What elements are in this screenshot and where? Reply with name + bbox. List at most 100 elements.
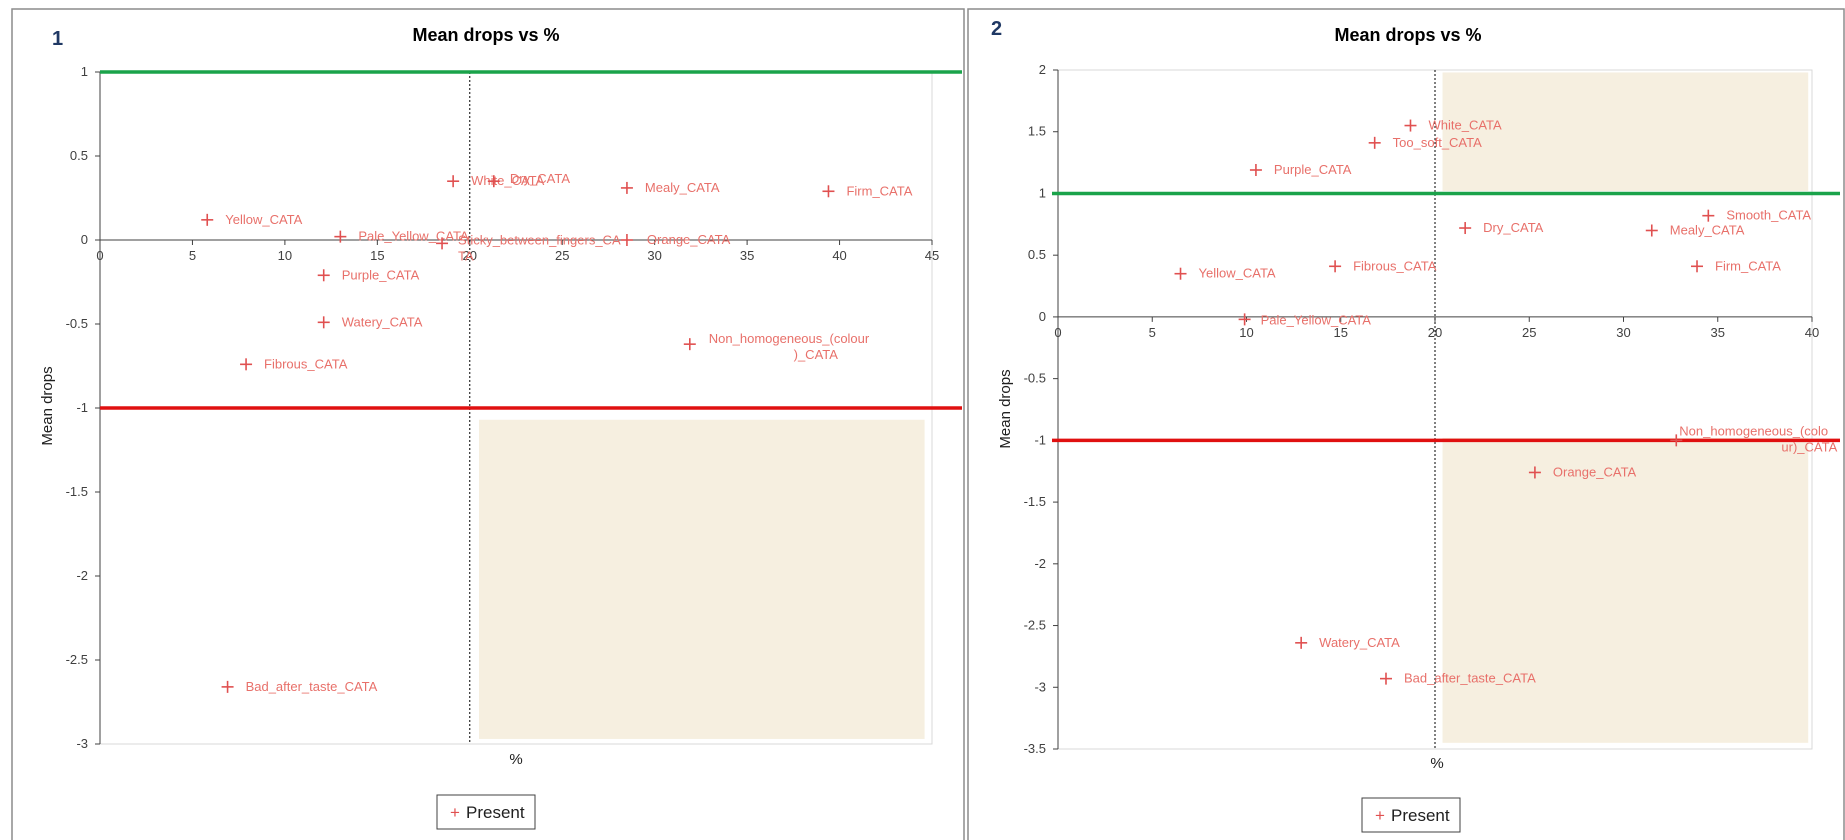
x-tick-label: 25 — [1522, 325, 1536, 340]
y-tick-label: 0.5 — [1028, 247, 1046, 262]
data-point — [1329, 260, 1342, 273]
data-point — [334, 230, 347, 243]
x-tick-label: 30 — [647, 248, 661, 263]
legend-marker-icon: + — [1375, 806, 1385, 825]
point-label: Too_soft_CATA — [1393, 135, 1482, 150]
panel-number: 2 — [991, 18, 1002, 40]
x-tick-label: 20 — [1428, 325, 1442, 340]
legend-entry: Present — [1391, 806, 1450, 825]
point-label: Sticky_between_fingers_CA TA — [458, 232, 621, 263]
x-tick-label: 0 — [1054, 325, 1061, 340]
data-point — [1670, 434, 1683, 447]
x-tick-label: 25 — [555, 248, 569, 263]
legend: + Present — [436, 794, 536, 830]
point-label: Orange_CATA — [647, 232, 731, 247]
point-label: Pale_Yellow_CATA — [358, 229, 469, 244]
y-tick-label: -2 — [76, 568, 88, 583]
y-axis-label: Mean drops — [997, 369, 1014, 448]
data-point — [1295, 636, 1308, 649]
point-label: Watery_CATA — [1319, 635, 1400, 650]
point-label: Dry_CATA — [510, 171, 571, 186]
point-label: Purple_CATA — [342, 267, 420, 282]
y-tick-label: -0.5 — [1024, 371, 1046, 386]
point-label: Firm_CATA — [1715, 258, 1781, 273]
point-label: White_CATA — [471, 173, 545, 188]
x-axis-label: % — [509, 751, 522, 768]
data-point — [822, 185, 835, 198]
chart-panel-2-border — [967, 8, 1845, 840]
y-tick-label: 1 — [81, 64, 88, 79]
data-point — [1528, 466, 1541, 479]
y-tick-label: -1 — [76, 400, 88, 415]
data-point — [620, 181, 633, 194]
y-tick-label: 2 — [1039, 62, 1046, 77]
point-label: Mealy_CATA — [1670, 222, 1745, 237]
data-point — [1459, 222, 1472, 235]
data-point — [1238, 313, 1251, 326]
data-point — [240, 358, 253, 371]
data-point — [447, 175, 460, 188]
point-label: Orange_CATA — [1553, 464, 1637, 479]
data-point — [620, 234, 633, 246]
data-point — [1174, 267, 1187, 280]
x-tick-label: 5 — [189, 248, 196, 263]
x-tick-label: 45 — [925, 248, 939, 263]
y-tick-label: -2.5 — [66, 652, 88, 667]
y-axis-label: Mean drops — [39, 366, 56, 445]
data-point — [221, 680, 234, 693]
data-point — [1379, 672, 1392, 685]
x-tick-label: 35 — [740, 248, 754, 263]
legend: + Present — [1361, 797, 1461, 833]
y-tick-label: 1 — [1039, 185, 1046, 200]
x-tick-label: 20 — [463, 248, 477, 263]
point-label: Dry_CATA — [1483, 220, 1544, 235]
point-label: Firm_CATA — [846, 183, 912, 198]
chart-title: Mean drops vs % — [412, 25, 559, 45]
point-label: White_CATA — [1428, 118, 1502, 133]
panel-number: 1 — [52, 28, 63, 50]
data-point — [487, 175, 500, 188]
point-label: Yellow_CATA — [225, 212, 302, 227]
quadrant-shade — [479, 419, 925, 739]
x-tick-label: 30 — [1616, 325, 1630, 340]
data-point — [317, 269, 330, 282]
y-tick-label: 0 — [81, 232, 88, 247]
point-label: Watery_CATA — [342, 314, 423, 329]
y-tick-label: -3.5 — [1024, 741, 1046, 756]
quadrant-shade — [1442, 437, 1809, 743]
y-tick-label: -2 — [1034, 556, 1046, 571]
x-tick-label: 15 — [370, 248, 384, 263]
legend-box — [436, 794, 536, 830]
data-point — [1702, 209, 1715, 222]
x-axis-label: % — [1430, 755, 1443, 772]
data-point — [1404, 119, 1417, 132]
legend-entry: Present — [466, 803, 525, 822]
point-label: Bad_after_taste_CATA — [246, 679, 378, 694]
point-label: Yellow_CATA — [1199, 266, 1276, 281]
data-point — [683, 338, 696, 351]
chart-panel-2: 2 Mean drops vs % % Mean drops + Present… — [991, 18, 1840, 833]
data-point — [436, 237, 449, 250]
x-tick-label: 5 — [1149, 325, 1156, 340]
point-label: Fibrous_CATA — [1353, 258, 1437, 273]
y-tick-label: 1.5 — [1028, 124, 1046, 139]
point-label: Non_homogeneous_(colour)_CATA — [709, 331, 870, 362]
y-tick-label: 0 — [1039, 309, 1046, 324]
y-tick-label: -2.5 — [1024, 618, 1046, 633]
point-label: Pale_Yellow_CATA — [1261, 312, 1372, 327]
data-point — [1645, 224, 1658, 237]
point-label: Fibrous_CATA — [264, 356, 348, 371]
x-tick-label: 40 — [832, 248, 846, 263]
chart-panel-1-border — [11, 8, 965, 840]
legend-marker-icon: + — [450, 803, 460, 822]
y-tick-label: -3 — [76, 736, 88, 751]
point-label: Purple_CATA — [1274, 162, 1352, 177]
y-tick-label: -1 — [1034, 432, 1046, 447]
data-point — [201, 213, 214, 226]
x-tick-label: 10 — [278, 248, 292, 263]
data-point — [1249, 163, 1262, 176]
y-tick-label: -3 — [1034, 679, 1046, 694]
y-tick-label: -0.5 — [66, 316, 88, 331]
point-label: Bad_after_taste_CATA — [1404, 671, 1536, 686]
